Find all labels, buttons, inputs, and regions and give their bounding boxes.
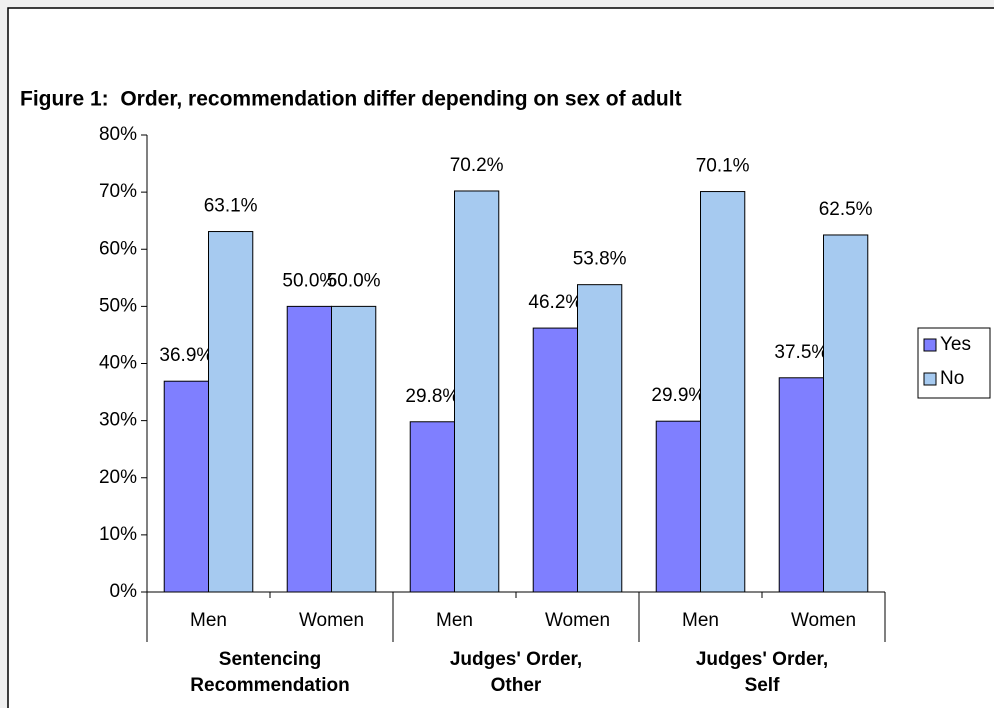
- x-tick-label: Women: [299, 610, 364, 631]
- x-tick-label: Men: [682, 610, 719, 631]
- bar: [331, 305, 377, 593]
- x-tick-label: Women: [791, 610, 856, 631]
- legend-swatch: [923, 372, 937, 386]
- data-label: 29.9%: [651, 385, 705, 406]
- bar: [823, 234, 869, 593]
- group-label: Judges' Order,: [450, 649, 582, 670]
- group-label: Recommendation: [190, 675, 349, 696]
- x-tick-label: Men: [190, 610, 227, 631]
- data-label: 29.8%: [405, 386, 459, 407]
- bar: [454, 190, 500, 593]
- group-label: Sentencing: [219, 649, 321, 670]
- y-tick-label: 60%: [99, 238, 137, 259]
- bar: [577, 284, 623, 593]
- data-label: 36.9%: [159, 345, 213, 366]
- bar: [532, 327, 578, 593]
- bar: [700, 191, 746, 593]
- group-label: Self: [745, 675, 781, 696]
- group-label: Other: [491, 675, 542, 696]
- data-label: 70.1%: [696, 156, 750, 177]
- x-tick-label: Women: [545, 610, 610, 631]
- y-tick-label: 0%: [110, 581, 138, 602]
- data-label: 50.0%: [327, 270, 381, 291]
- data-label: 46.2%: [528, 292, 582, 313]
- data-label: 63.1%: [204, 196, 258, 217]
- bar: [778, 377, 824, 593]
- data-label: 50.0%: [282, 270, 336, 291]
- chart-title: Figure 1: Order, recommendation differ d…: [20, 88, 682, 111]
- legend-swatch: [923, 338, 937, 352]
- legend-label: Yes: [940, 334, 971, 355]
- y-tick-label: 10%: [99, 524, 137, 545]
- bar: [208, 231, 254, 593]
- data-label: 37.5%: [774, 342, 828, 363]
- y-tick-label: 20%: [99, 467, 137, 488]
- bar: [163, 380, 209, 593]
- x-tick-label: Men: [436, 610, 473, 631]
- data-label: 53.8%: [573, 249, 627, 270]
- group-label: Judges' Order,: [696, 649, 828, 670]
- y-tick-label: 50%: [99, 295, 137, 316]
- bar: [286, 305, 332, 593]
- y-tick-label: 40%: [99, 353, 137, 374]
- y-tick-label: 70%: [99, 181, 137, 202]
- bar: [409, 421, 455, 593]
- legend-label: No: [940, 368, 964, 389]
- bar: [655, 420, 701, 593]
- y-tick-label: 80%: [99, 124, 137, 145]
- data-label: 70.2%: [450, 155, 504, 176]
- y-tick-label: 30%: [99, 410, 137, 431]
- data-label: 62.5%: [819, 199, 873, 220]
